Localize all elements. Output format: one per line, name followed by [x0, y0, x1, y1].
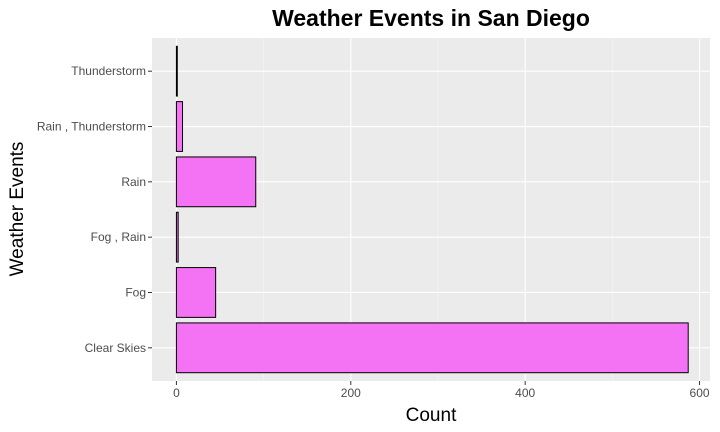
x-tick-label: 400: [515, 386, 535, 400]
y-tick-label: Thunderstorm: [71, 64, 146, 78]
y-tick-label: Fog , Rain: [91, 230, 146, 244]
y-tick-label: Rain , Thunderstorm: [37, 120, 146, 134]
x-tick-label: 600: [690, 386, 710, 400]
y-tick-label: Fog: [125, 285, 146, 299]
x-tick-label: 0: [173, 386, 180, 400]
y-axis-title: Weather Events: [7, 142, 28, 277]
bars: [175, 45, 689, 374]
bar-rain-thunderstorm: [175, 101, 184, 152]
bar-fog-rain: [175, 211, 179, 263]
bar-thunderstorm: [175, 45, 178, 97]
y-tick-label: Clear Skies: [85, 341, 146, 355]
bar-fog: [175, 267, 217, 318]
x-axis-ticks: 0 200 400 600: [173, 381, 710, 400]
x-tick-label: 200: [341, 386, 361, 400]
x-axis-title: Count: [406, 405, 457, 426]
bar-clear-skies: [175, 322, 689, 374]
bar-rain: [175, 156, 257, 208]
chart-title: Weather Events in San Diego: [272, 5, 590, 31]
y-tick-label: Rain: [121, 175, 146, 189]
y-axis-ticks: Clear Skies Fog Fog , Rain Rain Rain , Thund…: [37, 64, 152, 355]
